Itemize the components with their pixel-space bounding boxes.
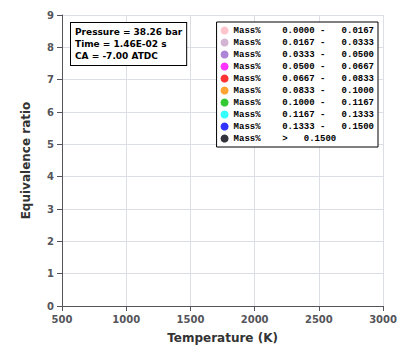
svg-text:Mass% 0.0167 - 0.0333: Mass% 0.0167 - 0.0333 bbox=[234, 38, 374, 48]
svg-text:2500: 2500 bbox=[305, 314, 333, 325]
svg-text:3: 3 bbox=[47, 204, 54, 215]
svg-text:2: 2 bbox=[47, 236, 54, 247]
svg-text:CA = -7.00 ATDC: CA = -7.00 ATDC bbox=[75, 51, 158, 61]
svg-text:Time = 1.46E-02 s: Time = 1.46E-02 s bbox=[75, 39, 167, 49]
svg-text:6: 6 bbox=[47, 107, 54, 118]
svg-text:3000: 3000 bbox=[369, 314, 397, 325]
svg-text:1: 1 bbox=[47, 268, 54, 279]
svg-text:0: 0 bbox=[47, 301, 54, 312]
svg-text:Pressure = 38.26 bar: Pressure = 38.26 bar bbox=[75, 27, 183, 37]
svg-text:Mass% 0.1167 - 0.1333: Mass% 0.1167 - 0.1333 bbox=[234, 110, 374, 120]
svg-text:Mass% 0.0000 - 0.0167: Mass% 0.0000 - 0.0167 bbox=[234, 26, 374, 36]
svg-text:7: 7 bbox=[47, 74, 54, 85]
svg-text:Mass% 0.0333 - 0.0500: Mass% 0.0333 - 0.0500 bbox=[234, 50, 374, 60]
svg-text:Mass% 0.0667 - 0.0833: Mass% 0.0667 - 0.0833 bbox=[234, 74, 374, 84]
svg-text:Mass% 0.0833 - 0.1000: Mass% 0.0833 - 0.1000 bbox=[234, 86, 374, 96]
svg-text:1500: 1500 bbox=[177, 314, 205, 325]
svg-text:500: 500 bbox=[52, 314, 73, 325]
svg-text:Mass% 0.0500 - 0.0667: Mass% 0.0500 - 0.0667 bbox=[234, 62, 374, 72]
svg-text:Mass% 0.1000 - 0.1167: Mass% 0.1000 - 0.1167 bbox=[234, 98, 374, 108]
svg-text:Temperature (K): Temperature (K) bbox=[167, 331, 278, 345]
svg-text:1000: 1000 bbox=[112, 314, 140, 325]
svg-text:Equivalence ratio: Equivalence ratio bbox=[19, 102, 33, 220]
svg-text:Mass% > 0.1500: Mass% > 0.1500 bbox=[234, 134, 337, 144]
svg-text:5: 5 bbox=[47, 139, 54, 150]
svg-text:Mass% 0.1333 - 0.1500: Mass% 0.1333 - 0.1500 bbox=[234, 122, 374, 132]
svg-text:8: 8 bbox=[47, 42, 54, 53]
svg-text:9: 9 bbox=[47, 10, 54, 21]
svg-text:2000: 2000 bbox=[241, 314, 269, 325]
svg-text:4: 4 bbox=[47, 171, 54, 182]
